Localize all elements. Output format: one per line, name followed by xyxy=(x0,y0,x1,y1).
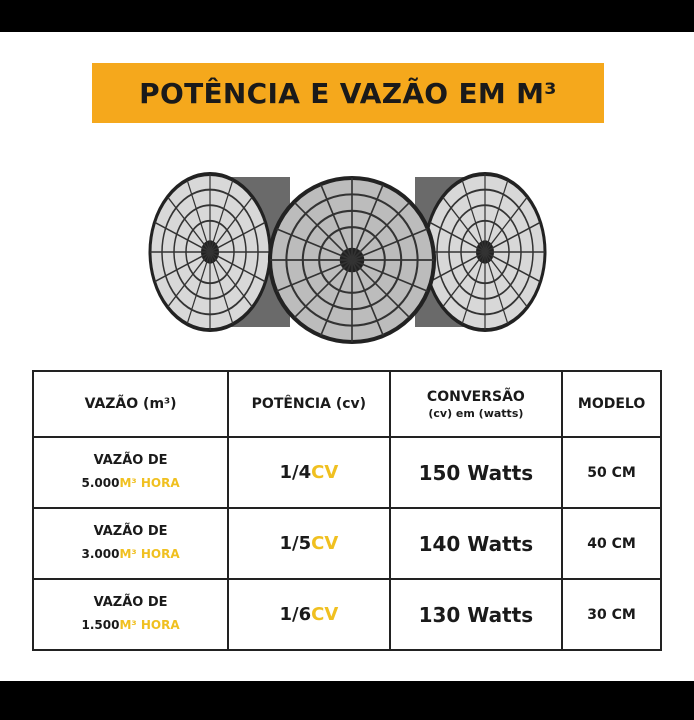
model-cell: 40 CM xyxy=(561,507,662,580)
table-header-row: VAZÃO (m³) POTÊNCIA (cv) CONVERSÃO (cv) … xyxy=(31,370,662,438)
header-conversao: CONVERSÃO (cv) em (watts) xyxy=(388,370,564,438)
vazao-cell: VAZÃO DE 1.500M³ HORA xyxy=(31,578,230,651)
bottom-black-bar xyxy=(0,681,694,720)
header-modelo: MODELO xyxy=(561,370,662,438)
power-unit: CV xyxy=(311,462,339,483)
table-row: VAZÃO DE 5.000M³ HORA 1/4CV 150 Watts 50 … xyxy=(31,436,662,509)
model-cell: 30 CM xyxy=(561,578,662,651)
power: 1/4 xyxy=(279,462,312,483)
power: 1/5 xyxy=(279,533,312,554)
page-title: POTÊNCIA E VAZÃO EM M³ xyxy=(139,76,557,110)
power-unit: CV xyxy=(311,604,339,625)
fans-image xyxy=(145,165,555,355)
title-banner: POTÊNCIA E VAZÃO EM M³ xyxy=(92,63,604,123)
power-cell: 1/5CV xyxy=(227,507,391,580)
unit: M³ HORA xyxy=(119,618,180,632)
power-unit: CV xyxy=(311,533,339,554)
vazao-label: VAZÃO DE xyxy=(93,595,168,610)
table-row: VAZÃO DE 3.000M³ HORA 1/5CV 140 Watts 40 … xyxy=(31,507,662,580)
unit: M³ HORA xyxy=(119,547,180,561)
power-cell: 1/6CV xyxy=(227,578,391,651)
volume: 1.500 xyxy=(81,618,120,632)
power-cell: 1/4CV xyxy=(227,436,391,509)
unit: M³ HORA xyxy=(119,476,180,490)
header-vazao: VAZÃO (m³) xyxy=(31,370,230,438)
specs-table: VAZÃO (m³) POTÊNCIA (cv) CONVERSÃO (cv) … xyxy=(31,370,662,651)
header-potencia: POTÊNCIA (cv) xyxy=(227,370,391,438)
vazao-cell: VAZÃO DE 3.000M³ HORA xyxy=(31,507,230,580)
watts-cell: 150 Watts xyxy=(388,436,564,509)
header-conversao-sub: (cv) em (watts) xyxy=(428,406,524,420)
table-row: VAZÃO DE 1.500M³ HORA 1/6CV 130 Watts 30 … xyxy=(31,578,662,651)
fan-center xyxy=(270,178,434,342)
model-cell: 50 CM xyxy=(561,436,662,509)
power: 1/6 xyxy=(279,604,312,625)
vazao-label: VAZÃO DE xyxy=(93,453,168,468)
volume: 3.000 xyxy=(81,547,120,561)
vazao-cell: VAZÃO DE 5.000M³ HORA xyxy=(31,436,230,509)
watts-cell: 130 Watts xyxy=(388,578,564,651)
header-conversao-title: CONVERSÃO xyxy=(426,388,525,405)
vazao-label: VAZÃO DE xyxy=(93,524,168,539)
watts-cell: 140 Watts xyxy=(388,507,564,580)
volume: 5.000 xyxy=(81,476,120,490)
top-black-bar xyxy=(0,0,694,32)
